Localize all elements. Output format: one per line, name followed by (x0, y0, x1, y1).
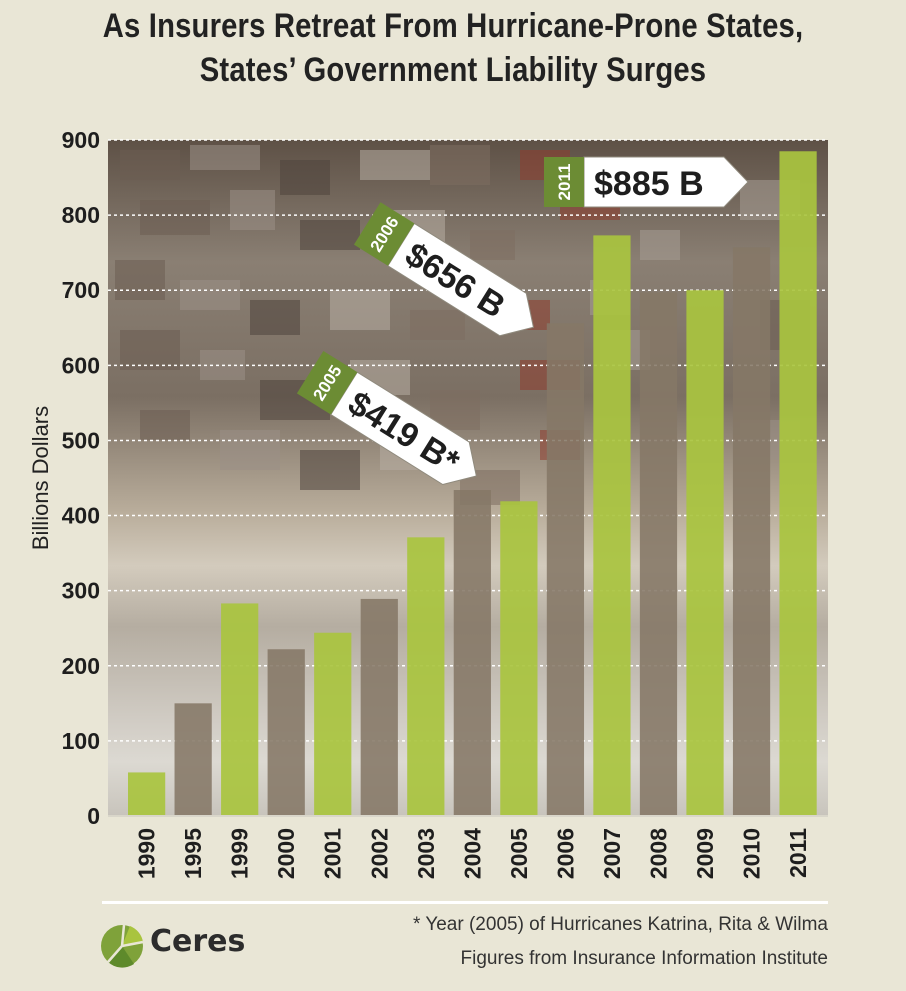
bar-2008 (639, 292, 678, 816)
y-tick-label: 800 (62, 202, 100, 228)
bar-2007 (593, 235, 631, 816)
year-tag-label: 2011 (555, 164, 574, 201)
photo-house (120, 150, 180, 180)
footnote-hurricanes: * Year (2005) of Hurricanes Katrina, Rit… (412, 914, 828, 935)
x-tick-label: 1995 (180, 828, 206, 879)
year-tag (296, 350, 358, 415)
y-axis-label: Billions Dollars (28, 406, 53, 550)
y-tick-label: 700 (62, 277, 100, 303)
bar-1999 (221, 603, 259, 816)
y-tick-label: 500 (62, 427, 100, 453)
x-tick-label: 1999 (227, 828, 253, 879)
photo-house (230, 190, 275, 230)
x-tick-label: 2010 (739, 828, 765, 879)
photo-house (140, 410, 190, 440)
photo-house (140, 200, 210, 235)
photo-house (280, 160, 330, 195)
x-tick-label: 2003 (413, 828, 439, 879)
bar-2009 (686, 290, 724, 816)
chart-title: As Insurers Retreat From Hurricane-Prone… (63, 4, 842, 92)
x-tick-label: 2005 (506, 828, 532, 879)
y-tick-label: 900 (62, 127, 100, 153)
x-tick-label: 2000 (273, 828, 299, 879)
x-tick-label: 2011 (785, 828, 811, 878)
y-tick-label: 100 (62, 728, 100, 754)
photo-house (180, 280, 240, 310)
y-tick-label: 400 (62, 503, 100, 529)
x-tick-label: 2007 (599, 828, 625, 879)
photo-house (300, 220, 360, 250)
x-tick-label: 2004 (459, 828, 485, 879)
y-tick-labels: 0 100 200 300 400 500 600 700 800 900 (62, 127, 100, 829)
photo-house (300, 450, 360, 490)
callout-value: $885 B (594, 165, 704, 203)
photo-house (360, 150, 430, 180)
x-tick-label: 2001 (320, 828, 346, 879)
bar-2000 (267, 649, 305, 816)
x-tick-label: 2009 (692, 828, 718, 879)
photo-house (220, 430, 280, 470)
y-tick-label: 300 (62, 578, 100, 604)
callout-2011: 2011 $885 B (544, 156, 749, 208)
photo-house (330, 290, 390, 330)
photo-house (640, 230, 680, 260)
x-tick-label: 2006 (552, 828, 578, 879)
y-tick-label: 200 (62, 653, 100, 679)
y-tick-label: 600 (62, 352, 100, 378)
y-tick-label: 0 (87, 803, 100, 829)
x-tick-labels: 1990 1995 1999 2000 2001 2002 2003 2004 2005 2006… (134, 828, 811, 879)
photo-house (115, 260, 165, 300)
bar-2002 (360, 598, 398, 816)
photo-house (250, 300, 300, 335)
footer-divider (102, 901, 828, 904)
footnote-source: Figures from Insurance Information Insti… (460, 948, 829, 969)
x-tick-label: 2008 (645, 828, 671, 879)
title-line-2: States’ Government Liability Surges (199, 51, 707, 89)
bar-2010 (732, 247, 771, 817)
x-tick-label: 2002 (366, 828, 392, 879)
photo-house (120, 330, 180, 370)
bar-2004 (453, 490, 491, 816)
bars (108, 151, 828, 817)
year-tag (544, 157, 584, 207)
photo-house (410, 310, 465, 340)
title-line-1: As Insurers Retreat From Hurricane-Prone… (102, 7, 804, 45)
ceres-logo-text: Ceres (150, 924, 246, 959)
x-tick-label: 1990 (134, 828, 160, 879)
year-tag (353, 202, 415, 266)
bar-1995 (174, 703, 212, 816)
bar-2003 (407, 537, 445, 816)
bar-2006 (546, 323, 585, 816)
ceres-logo-icon (101, 924, 144, 968)
photo-house (430, 145, 490, 185)
bar-2011 (779, 151, 817, 816)
bar-2005 (500, 501, 538, 816)
bar-1990 (128, 772, 166, 816)
photo-house (190, 145, 260, 170)
photo-house (470, 230, 515, 260)
bar-2001 (314, 632, 352, 816)
